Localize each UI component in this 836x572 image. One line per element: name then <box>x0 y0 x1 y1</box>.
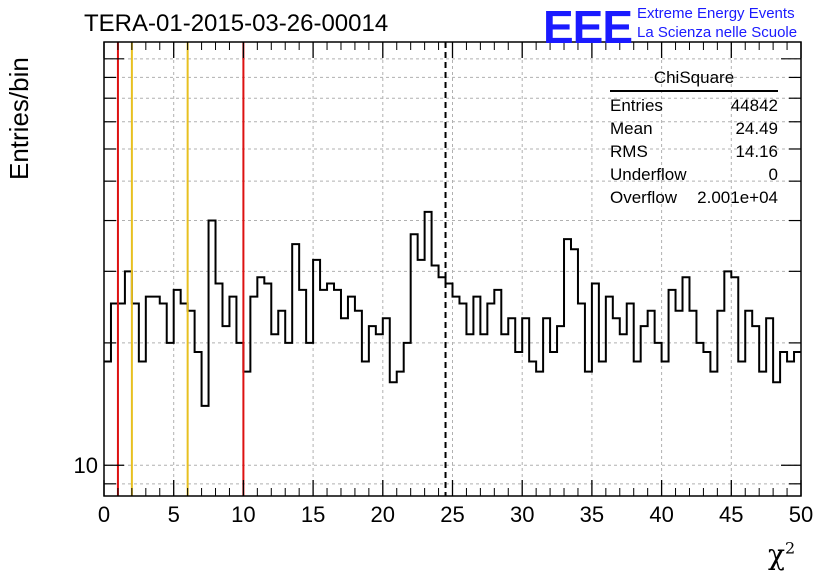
stats-row-underflow: Underflow 0 <box>610 163 778 186</box>
x-axis-label: χ2 <box>768 538 795 571</box>
stats-row-entries: Entries 44842 <box>610 94 778 117</box>
x-axis-label-superscript: 2 <box>784 538 796 558</box>
x-tick-label: 0 <box>98 502 110 527</box>
stats-label: Mean <box>610 119 653 138</box>
x-tick-label: 15 <box>301 502 325 527</box>
stats-row-overflow: Overflow 2.001e+04 <box>610 186 778 209</box>
stats-box: ChiSquare Entries 44842 Mean 24.49 RMS 14.1… <box>610 68 778 209</box>
stats-value: 44842 <box>730 96 778 115</box>
x-tick-label: 50 <box>789 502 813 527</box>
logo-caption: Extreme Energy Events La Scienza nelle S… <box>637 4 797 42</box>
stats-title: ChiSquare <box>610 68 778 92</box>
stats-label: Underflow <box>610 165 687 184</box>
stats-value: 2.001e+04 <box>697 188 778 207</box>
x-tick-label: 35 <box>580 502 604 527</box>
tick-labels: 0 5 10 15 20 25 30 35 40 45 50 10 <box>74 453 814 527</box>
histogram-line <box>104 210 801 407</box>
logo-caption-line2: La Scienza nelle Scuole <box>637 24 798 41</box>
x-tick-label: 45 <box>719 502 743 527</box>
stats-label: Entries <box>610 96 663 115</box>
grid-lines <box>104 42 801 496</box>
eee-logo: EEE <box>543 1 633 53</box>
x-tick-label: 5 <box>168 502 180 527</box>
x-tick-label: 20 <box>371 502 395 527</box>
stats-row-rms: RMS 14.16 <box>610 140 778 163</box>
y-tick-label: 10 <box>74 453 98 478</box>
x-tick-label: 40 <box>649 502 673 527</box>
stats-value: 14.16 <box>735 142 778 161</box>
x-axis-label-base: χ <box>768 538 785 571</box>
chart-title: TERA-01-2015-03-26-00014 <box>84 10 389 37</box>
stats-label: Overflow <box>610 188 678 207</box>
histogram-series <box>104 210 801 407</box>
stats-row-mean: Mean 24.49 <box>610 117 778 140</box>
stats-label: RMS <box>610 142 648 161</box>
stats-value: 24.49 <box>735 119 778 138</box>
y-axis-label: Entries/bin <box>4 57 34 180</box>
stats-value: 0 <box>768 165 778 184</box>
x-tick-label: 10 <box>231 502 255 527</box>
x-tick-label: 30 <box>510 502 534 527</box>
x-tick-label: 25 <box>440 502 464 527</box>
threshold-lines <box>116 42 447 496</box>
logo-caption-line1: Extreme Energy Events <box>637 5 795 22</box>
axis-ticks <box>103 42 802 496</box>
